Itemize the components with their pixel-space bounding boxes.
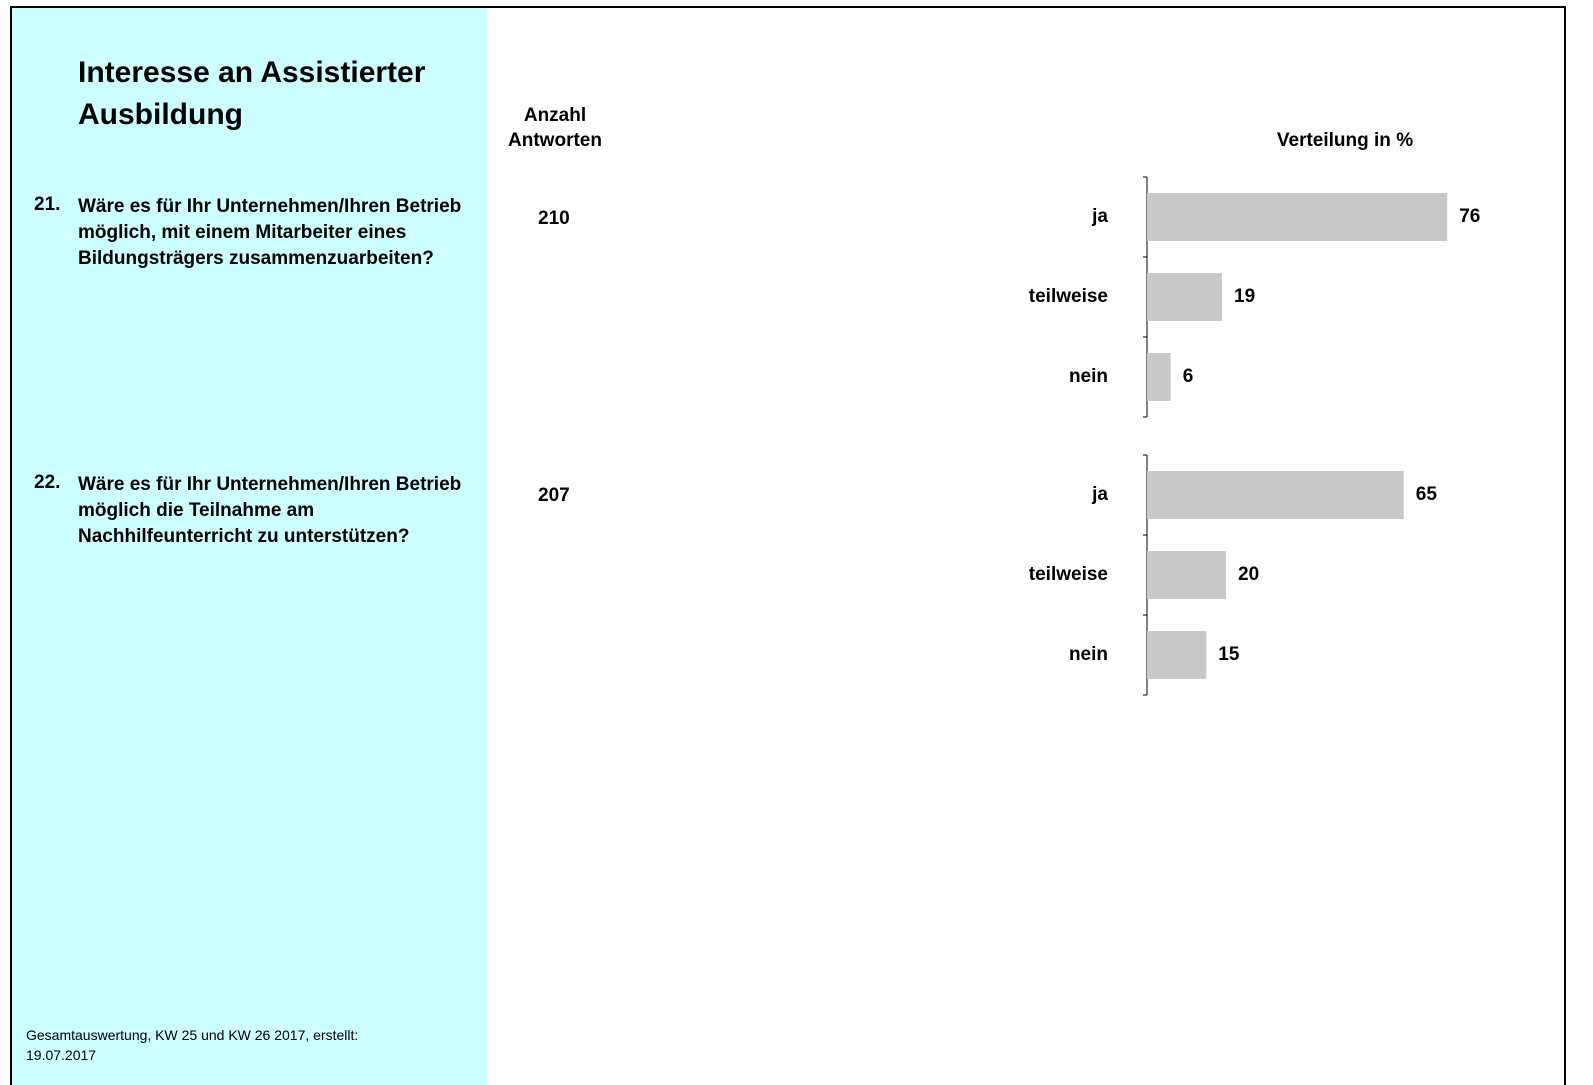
category-label: ja bbox=[1091, 206, 1108, 227]
bar bbox=[1147, 631, 1207, 679]
value-label: 65 bbox=[1416, 484, 1438, 505]
category-label: teilweise bbox=[1029, 286, 1108, 307]
count: 207 bbox=[538, 485, 570, 506]
bar bbox=[1147, 551, 1226, 599]
frame bbox=[10, 6, 1566, 1085]
category-label: nein bbox=[1069, 366, 1108, 387]
value-label: 15 bbox=[1218, 644, 1240, 665]
question-text: Wäre es für Ihr Unternehmen/Ihren Betrie… bbox=[78, 474, 462, 547]
value-label: 20 bbox=[1238, 564, 1259, 585]
bar bbox=[1147, 273, 1223, 321]
bar bbox=[1147, 471, 1404, 519]
category-label: nein bbox=[1069, 644, 1108, 665]
question-text: Wäre es für Ihr Unternehmen/Ihren Betrie… bbox=[78, 196, 462, 269]
category-label: ja bbox=[1091, 484, 1108, 505]
count-header: Anzahl Antworten bbox=[508, 105, 602, 151]
title: Interesse an Assistierter Ausbildung bbox=[78, 56, 426, 131]
footer: Gesamtauswertung, KW 25 und KW 26 2017, … bbox=[26, 1027, 359, 1063]
count: 210 bbox=[538, 208, 570, 229]
bar bbox=[1147, 353, 1171, 401]
value-label: 76 bbox=[1459, 206, 1480, 227]
side-panel bbox=[12, 8, 487, 1085]
category-label: teilweise bbox=[1029, 564, 1108, 585]
value-label: 6 bbox=[1183, 366, 1194, 387]
question-number: 22. bbox=[34, 472, 61, 493]
bar bbox=[1147, 193, 1448, 241]
question-number: 21. bbox=[34, 194, 61, 215]
value-label: 19 bbox=[1234, 286, 1255, 307]
distribution-header: Verteilung in % bbox=[1276, 130, 1414, 151]
